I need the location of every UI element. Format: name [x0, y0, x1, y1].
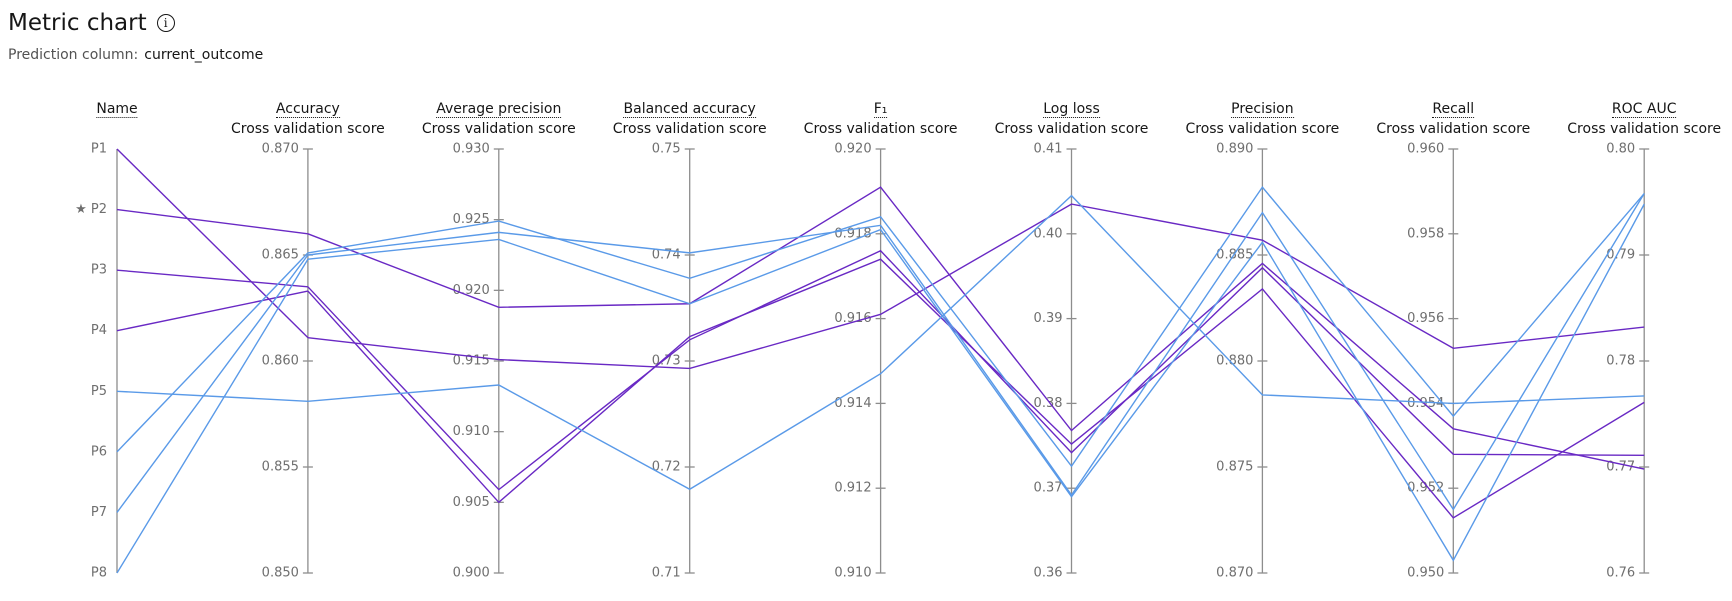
axis-header: Precision Cross validation score [1185, 101, 1339, 137]
y-tick-label: 0.78 [1606, 354, 1635, 369]
y-tick-label: 0.41 [1034, 142, 1063, 157]
axis-title[interactable]: Average precision [436, 101, 562, 118]
connector [116, 148, 309, 339]
name-label: P6 [91, 444, 107, 459]
y-tick-label: 0.72 [652, 460, 681, 475]
y-tick-label: 0.952 [1407, 481, 1444, 496]
name-label: P1 [91, 142, 107, 157]
y-tick-label: 0.910 [834, 566, 871, 581]
y-tick-label: 0.850 [262, 566, 299, 581]
y-tick-label: 0.860 [262, 354, 299, 369]
y-tick-label: 0.950 [1407, 566, 1444, 581]
axis-subtitle: Cross validation score [421, 121, 576, 137]
info-icon[interactable]: i [156, 14, 175, 32]
axis-header: Name [96, 101, 138, 118]
y-tick-label: 0.930 [453, 142, 490, 157]
axis-subtitle: Cross validation score [612, 121, 767, 137]
y-tick-label: 0.76 [1606, 566, 1635, 581]
series-line [307, 258, 1645, 519]
name-label: P7 [91, 505, 107, 520]
y-tick-label: 0.956 [1407, 311, 1444, 326]
y-tick-label: 0.39 [1034, 311, 1063, 326]
connector [116, 252, 309, 453]
series-line [307, 186, 1645, 468]
axis-subtitle: Cross validation score [994, 121, 1149, 137]
axis-header: Log loss Cross validation score [995, 101, 1149, 137]
series-line [307, 203, 1645, 370]
y-tick-label: 0.925 [453, 212, 490, 227]
series-line [307, 186, 1645, 470]
title-row: Metric chart i [8, 10, 175, 36]
name-label: P5 [91, 384, 107, 399]
series-line [307, 203, 1645, 562]
y-tick-label: 0.75 [652, 142, 681, 157]
axis-subtitle: Cross validation score [1567, 121, 1722, 137]
y-tick-label: 0.855 [262, 460, 299, 475]
axis-title[interactable]: Name [96, 101, 138, 118]
y-tick-label: 0.38 [1034, 396, 1063, 411]
axis-title[interactable]: Balanced accuracy [623, 101, 756, 118]
axis-title[interactable]: F₁ [873, 101, 888, 118]
y-tick-label: 0.870 [1216, 566, 1253, 581]
name-label: P4 [91, 323, 107, 338]
axis-header: Accuracy Cross validation score [231, 101, 385, 137]
connector [116, 208, 308, 235]
y-tick-label: 0.905 [453, 495, 490, 510]
y-tick-label: 0.40 [1034, 226, 1063, 241]
y-tick-label: 0.79 [1606, 248, 1635, 263]
axis-title[interactable]: Log loss [1043, 101, 1100, 118]
prediction-value: current_outcome [144, 47, 264, 63]
y-tick-label: 0.916 [834, 311, 871, 326]
y-tick-label: 0.954 [1407, 396, 1444, 411]
axis-header: Balanced accuracy Cross validation score [613, 101, 767, 137]
connector [116, 390, 308, 402]
y-tick-label: 0.875 [1216, 460, 1253, 475]
y-tick-label: 0.958 [1407, 226, 1444, 241]
series-line [307, 249, 1645, 491]
y-tick-label: 0.80 [1606, 142, 1635, 157]
axis-subtitle: Cross validation score [1376, 121, 1531, 137]
y-tick-label: 0.885 [1216, 248, 1253, 263]
y-tick-label: 0.36 [1034, 566, 1063, 581]
axis-title[interactable]: ROC AUC [1611, 101, 1677, 118]
y-tick-label: 0.37 [1034, 481, 1063, 496]
axis-title[interactable]: Precision [1231, 101, 1294, 118]
name-label: ★ P2 [75, 202, 107, 217]
prediction-label: Prediction column: [8, 47, 139, 63]
y-tick-label: 0.920 [834, 142, 871, 157]
connector [116, 258, 309, 574]
y-tick-label: 0.918 [834, 226, 871, 241]
y-tick-label: 0.71 [652, 566, 681, 581]
y-tick-label: 0.865 [262, 248, 299, 263]
axis-header: Average precision Cross validation score [422, 101, 576, 137]
axis-subtitle: Cross validation score [1185, 121, 1340, 137]
axis-header: Recall Cross validation score [1376, 101, 1530, 137]
axis-header: ROC AUC Cross validation score [1567, 101, 1721, 137]
series-line [307, 194, 1645, 491]
connector [116, 254, 309, 513]
connector [116, 269, 308, 288]
axis-header: F₁ Cross validation score [804, 101, 958, 137]
y-tick-label: 0.960 [1407, 142, 1444, 157]
name-label: P8 [91, 566, 107, 581]
series-line [307, 193, 1645, 511]
axis-subtitle: Cross validation score [803, 121, 958, 137]
y-tick-label: 0.920 [453, 283, 490, 298]
prediction-column: Prediction column: current_outcome [8, 47, 263, 63]
y-tick-label: 0.914 [834, 396, 871, 411]
y-tick-label: 0.910 [453, 424, 490, 439]
y-tick-label: 0.900 [453, 566, 490, 581]
name-label: P3 [91, 263, 107, 278]
y-tick-label: 0.912 [834, 481, 871, 496]
connector [116, 290, 309, 332]
axis-title[interactable]: Recall [1432, 101, 1475, 118]
y-tick-label: 0.870 [262, 142, 299, 157]
y-tick-label: 0.890 [1216, 142, 1253, 157]
axis-subtitle: Cross validation score [230, 121, 385, 137]
axis-title[interactable]: Accuracy [275, 101, 340, 118]
page-title: Metric chart [8, 10, 147, 36]
